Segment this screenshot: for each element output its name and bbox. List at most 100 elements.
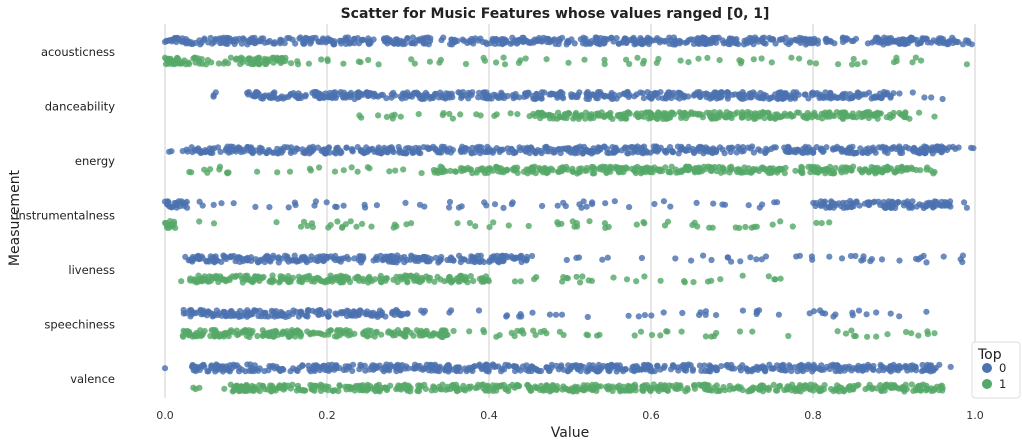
- scatter-point: [191, 54, 198, 62]
- scatter-point: [204, 57, 211, 64]
- scatter-point: [502, 385, 509, 393]
- scatter-point: [718, 363, 725, 370]
- scatter-point: [395, 40, 402, 48]
- scatter-point: [180, 327, 187, 334]
- scatter-point: [373, 202, 380, 209]
- scatter-point: [777, 218, 784, 225]
- scatter-point: [838, 145, 845, 152]
- scatter-point: [508, 253, 515, 260]
- scatter-point: [497, 168, 505, 175]
- scatter-point: [862, 149, 869, 156]
- scatter-point: [881, 387, 888, 394]
- scatter-point: [648, 312, 655, 319]
- scatter-point: [308, 253, 315, 260]
- scatter-point: [605, 367, 612, 374]
- scatter-point: [793, 37, 800, 44]
- scatter-point: [254, 332, 261, 340]
- scatter-point: [665, 168, 672, 176]
- scatter-point: [422, 34, 429, 41]
- scatter-point: [556, 328, 564, 335]
- scatter-point: [710, 365, 717, 372]
- scatter-point: [533, 274, 540, 281]
- scatter-point: [491, 201, 499, 208]
- scatter-point: [500, 54, 507, 61]
- scatter-point: [334, 333, 341, 340]
- scatter-point: [895, 367, 902, 374]
- scatter-point: [408, 252, 415, 259]
- scatter-point: [908, 330, 915, 337]
- scatter-point: [606, 150, 613, 157]
- y-tick-labels: acousticnessdanceabilityenergyinstrument…: [15, 45, 115, 386]
- scatter-point: [852, 252, 859, 260]
- scatter-point: [585, 277, 592, 284]
- scatter-point: [373, 329, 380, 336]
- scatter-point: [926, 146, 933, 153]
- scatter-point: [415, 111, 422, 118]
- scatter-point: [446, 309, 453, 316]
- scatter-point: [695, 55, 702, 62]
- scatter-point: [431, 330, 438, 337]
- scatter-point: [565, 367, 572, 374]
- scatter-point: [537, 166, 544, 173]
- scatter-point: [770, 365, 777, 372]
- scatter-point: [467, 273, 474, 280]
- scatter-point: [375, 61, 382, 68]
- scatter-point: [626, 204, 633, 211]
- scatter-point: [678, 328, 685, 335]
- scatter-point: [813, 383, 820, 390]
- scatter-point: [511, 278, 519, 285]
- scatter-point: [599, 163, 607, 170]
- scatter-point: [268, 93, 275, 100]
- scatter-point: [844, 113, 851, 120]
- scatter-point: [556, 114, 564, 121]
- scatter-point: [597, 383, 604, 390]
- scatter-point: [766, 361, 773, 368]
- scatter-point: [708, 164, 715, 171]
- scatter-point: [790, 112, 797, 119]
- scatter-point: [332, 203, 339, 210]
- scatter-point: [724, 89, 731, 96]
- scatter-point: [713, 115, 720, 122]
- scatter-point: [235, 388, 242, 395]
- scatter-point: [838, 255, 846, 262]
- scatter-point: [695, 145, 702, 152]
- scatter-point: [461, 365, 468, 372]
- scatter-point: [507, 110, 514, 117]
- scatter-point: [482, 167, 489, 174]
- scatter-point: [312, 275, 319, 282]
- scatter-point: [601, 220, 609, 227]
- scatter-point: [551, 149, 558, 156]
- x-tick-label: 0.8: [804, 409, 822, 422]
- scatter-point: [813, 144, 820, 151]
- scatter-point: [299, 146, 306, 153]
- scatter-point: [584, 313, 591, 321]
- scatter-point: [774, 387, 781, 394]
- scatter-point: [773, 167, 780, 174]
- scatter-point: [468, 253, 475, 260]
- scatter-point: [332, 257, 339, 264]
- scatter-point: [179, 332, 186, 339]
- scatter-point: [909, 198, 916, 205]
- scatter-point: [307, 167, 314, 174]
- scatter-point: [325, 362, 332, 369]
- scatter-point: [345, 34, 352, 41]
- scatter-point: [736, 167, 743, 174]
- scatter-point: [653, 90, 661, 97]
- scatter-point: [448, 279, 455, 286]
- scatter-point: [895, 145, 902, 152]
- scatter-point: [299, 387, 307, 394]
- scatter-point: [409, 40, 416, 47]
- scatter-point: [853, 365, 860, 372]
- scatter-point: [821, 382, 828, 389]
- scatter-point: [822, 89, 829, 96]
- scatter-point: [208, 362, 215, 369]
- scatter-point: [490, 219, 497, 226]
- scatter-point: [660, 110, 667, 117]
- scatter-point: [716, 57, 723, 64]
- scatter-point: [708, 256, 715, 264]
- scatter-point: [543, 143, 550, 150]
- scatter-point: [208, 273, 215, 280]
- scatter-point: [228, 327, 235, 334]
- scatter-point: [495, 259, 502, 266]
- scatter-point: [919, 361, 926, 369]
